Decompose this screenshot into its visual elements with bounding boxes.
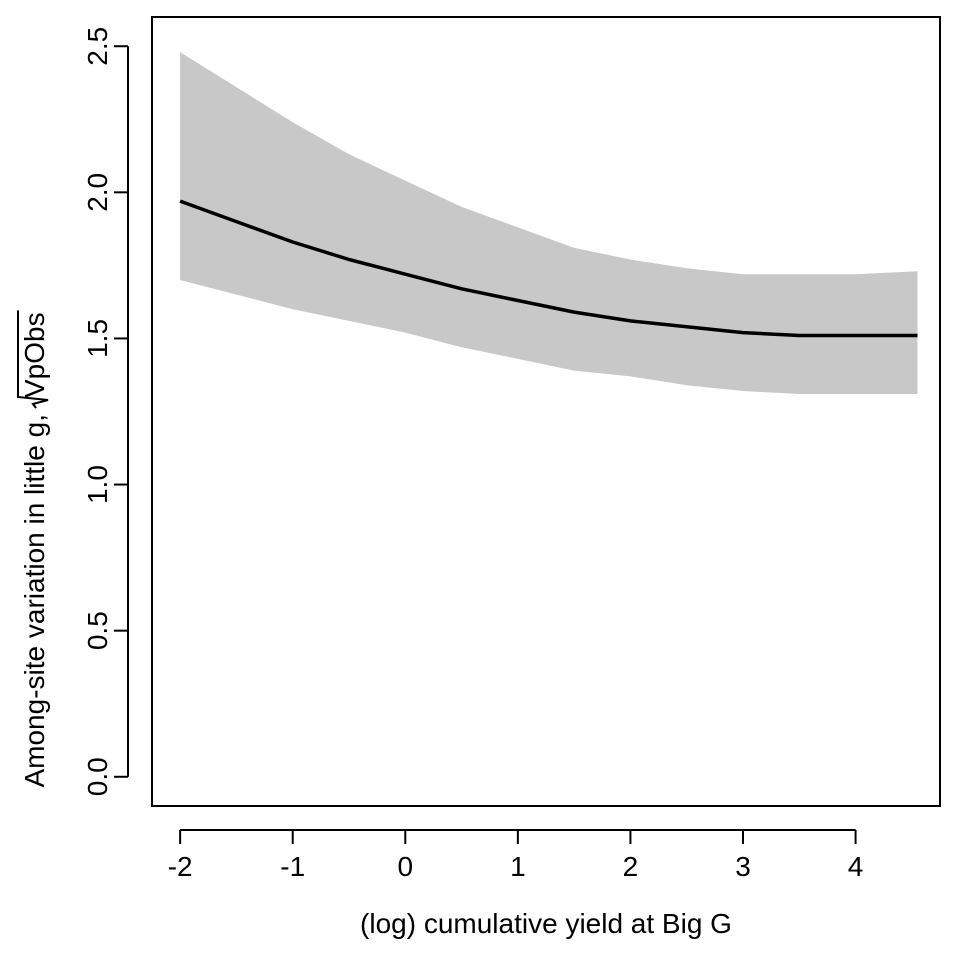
plot-area	[179, 52, 918, 394]
y-tick-label: 2.0	[82, 173, 113, 212]
x-tick-label: 4	[848, 851, 864, 882]
y-tick-label: 1.0	[82, 465, 113, 504]
confidence-band	[180, 52, 918, 394]
x-tick-label: 1	[510, 851, 526, 882]
x-axis: -2 -1 0 1 2 3 4	[168, 829, 864, 882]
x-tick-label: -1	[280, 851, 305, 882]
y-axis-label: Among-site variation in little g, VpObs	[17, 310, 50, 788]
fit-line	[179, 199, 918, 338]
y-tick-label: 2.5	[82, 27, 113, 66]
y-axis-label-text: Among-site variation in little g,	[19, 414, 50, 788]
y-axis: 0.0 0.5 1.0 1.5 2.0 2.5	[82, 27, 129, 796]
x-axis-label: (log) cumulative yield at Big G	[360, 908, 732, 939]
y-tick-label: 0.5	[82, 611, 113, 650]
y-tick-label: 0.0	[82, 757, 113, 796]
y-tick-label: 1.5	[82, 319, 113, 358]
x-tick-label: -2	[168, 851, 193, 882]
x-tick-label: 3	[735, 851, 751, 882]
radical-sign	[17, 310, 49, 409]
x-tick-label: 2	[623, 851, 639, 882]
plot-frame	[151, 16, 941, 807]
y-axis-label-radicand: VpObs	[19, 312, 50, 398]
x-tick-label: 0	[397, 851, 413, 882]
